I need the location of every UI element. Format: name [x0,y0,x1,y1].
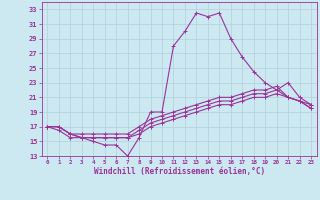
X-axis label: Windchill (Refroidissement éolien,°C): Windchill (Refroidissement éolien,°C) [94,167,265,176]
